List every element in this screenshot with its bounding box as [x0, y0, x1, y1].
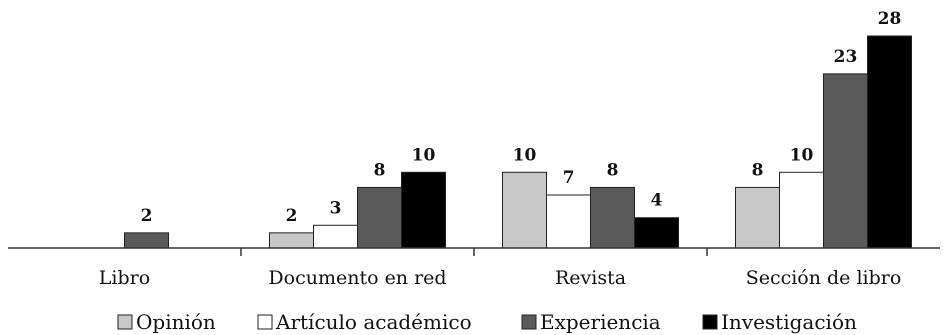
- bar-articulo-academico-seccion-de-libro: [779, 171, 824, 249]
- bar-opinion-seccion-de-libro: [735, 186, 780, 249]
- bar-experiencia-seccion-de-libro: [823, 73, 868, 249]
- bar-opinion-documento-en-red: [269, 232, 314, 249]
- category-label-seccion-de-libro: Sección de libro: [746, 267, 902, 289]
- bar-articulo-academico-revista: [546, 194, 591, 249]
- value-label-investigacion-revista: 4: [651, 191, 663, 211]
- legend-label-articulo-academico: Artículo académico: [275, 310, 472, 334]
- legend-swatch-experiencia: [521, 314, 537, 330]
- value-label-opinion-documento-en-red: 2: [286, 206, 298, 226]
- value-label-experiencia-revista: 8: [607, 160, 619, 180]
- category-label-libro: Libro: [99, 267, 150, 289]
- bar-investigacion-revista: [634, 217, 679, 249]
- legend-swatch-investigacion: [702, 314, 718, 330]
- value-label-articulo-academico-seccion-de-libro: 10: [790, 145, 814, 165]
- value-label-experiencia-libro: 2: [141, 206, 153, 226]
- bar-investigacion-documento-en-red: [401, 171, 446, 249]
- bars-layer: [124, 35, 912, 249]
- x-axis-ticks: [240, 248, 708, 256]
- bar-experiencia-documento-en-red: [357, 186, 402, 249]
- value-label-articulo-academico-documento-en-red: 3: [330, 198, 342, 218]
- value-label-opinion-seccion-de-libro: 8: [752, 160, 764, 180]
- bar-investigacion-seccion-de-libro: [867, 35, 912, 249]
- value-label-experiencia-seccion-de-libro: 23: [834, 47, 858, 67]
- category-labels-layer: Libro Documento en red Revista Sección de l…: [99, 267, 902, 289]
- category-label-documento-en-red: Documento en red: [268, 267, 446, 289]
- value-label-articulo-academico-revista: 7: [563, 168, 575, 188]
- bar-articulo-academico-documento-en-red: [313, 224, 358, 249]
- value-label-experiencia-documento-en-red: 8: [374, 160, 386, 180]
- category-label-revista: Revista: [555, 267, 626, 289]
- bar-experiencia-revista: [590, 186, 635, 249]
- legend-swatch-articulo-academico: [257, 314, 273, 330]
- legend-label-investigacion: Investigación: [721, 310, 857, 334]
- value-label-opinion-revista: 10: [513, 145, 537, 165]
- value-label-investigacion-seccion-de-libro: 28: [878, 9, 902, 29]
- legend-label-experiencia: Experiencia: [540, 310, 661, 334]
- bar-opinion-revista: [502, 171, 547, 249]
- legend-label-opinion: Opinión: [136, 310, 216, 334]
- value-label-investigacion-documento-en-red: 10: [412, 145, 436, 165]
- legend: Opinión Artículo académico Experiencia Inve…: [117, 310, 857, 334]
- bar-experiencia-libro: [124, 232, 169, 249]
- legend-swatch-opinion: [117, 314, 133, 330]
